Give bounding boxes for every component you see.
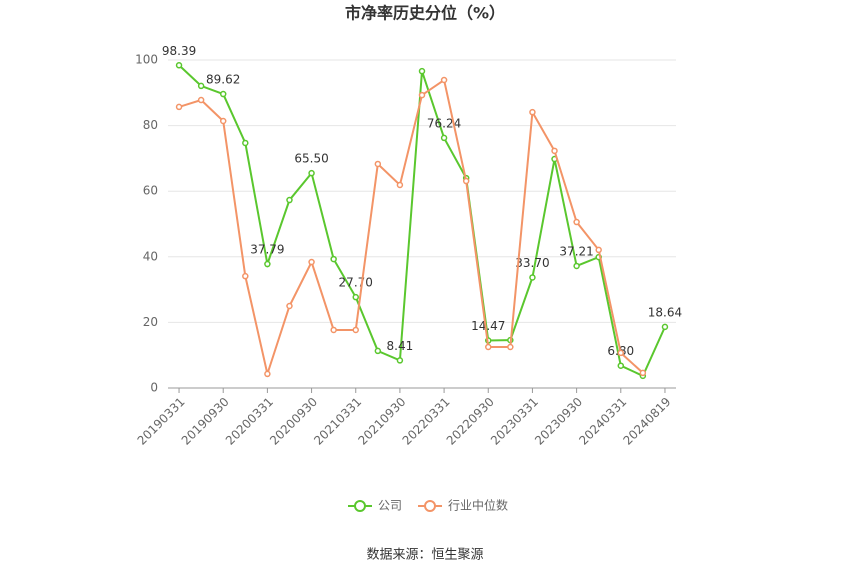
point [529, 108, 536, 116]
chart-title: 市净率历史分位（%） [345, 4, 505, 23]
point [374, 160, 382, 168]
point [219, 90, 227, 98]
point [330, 326, 337, 334]
point [197, 96, 205, 104]
point [639, 369, 647, 377]
point [197, 82, 205, 90]
legend-marker [354, 500, 366, 512]
point [617, 349, 625, 357]
point [507, 343, 514, 351]
data-label: 89.62 [206, 73, 240, 87]
data-label: 37.79 [250, 243, 284, 257]
y-tick-label: 80 [143, 118, 158, 132]
point [617, 362, 625, 369]
point [175, 62, 183, 69]
point [462, 177, 470, 185]
point [573, 218, 580, 226]
point [418, 67, 426, 75]
y-tick-label: 100 [135, 53, 158, 67]
y-tick-label: 60 [143, 184, 158, 198]
data-label: 33.70 [515, 256, 549, 270]
point [242, 272, 249, 280]
point [286, 196, 293, 204]
series-line [178, 64, 666, 378]
data-label: 98.39 [162, 44, 196, 58]
point [264, 370, 271, 378]
data-label: 76.24 [427, 116, 461, 130]
series-line [178, 78, 644, 378]
point [418, 91, 426, 99]
x-tick-label: 20240819 [620, 395, 673, 448]
point [308, 169, 315, 177]
source: 数据来源：恒生聚源 [366, 548, 483, 563]
point [308, 258, 315, 266]
point [286, 302, 293, 310]
point [175, 103, 183, 111]
point [529, 274, 536, 281]
data-label: 65.50 [294, 152, 328, 166]
point [551, 147, 558, 155]
point [219, 117, 227, 125]
data-label: 8.41 [387, 339, 414, 353]
point [595, 246, 602, 254]
point [352, 293, 359, 301]
y-tick-label: 20 [143, 315, 158, 329]
legend-marker [424, 500, 437, 512]
point [485, 343, 492, 351]
point [374, 347, 382, 355]
data-label: 27.70 [339, 276, 373, 290]
y-tick-label: 0 [150, 381, 158, 395]
point [264, 260, 271, 268]
point [396, 181, 404, 189]
point [396, 357, 404, 364]
point [440, 134, 448, 142]
point [661, 323, 669, 331]
point [352, 326, 359, 334]
point [330, 255, 337, 263]
data-label: 18.64 [648, 305, 682, 319]
point [440, 76, 448, 84]
data-label: 37.21 [559, 244, 593, 258]
point [573, 262, 580, 270]
legend-label: 行业中位数 [448, 498, 508, 513]
data-label: 14.47 [471, 319, 505, 333]
y-tick-label: 40 [143, 249, 158, 263]
legend-label: 公司 [378, 499, 402, 513]
point [242, 139, 249, 147]
